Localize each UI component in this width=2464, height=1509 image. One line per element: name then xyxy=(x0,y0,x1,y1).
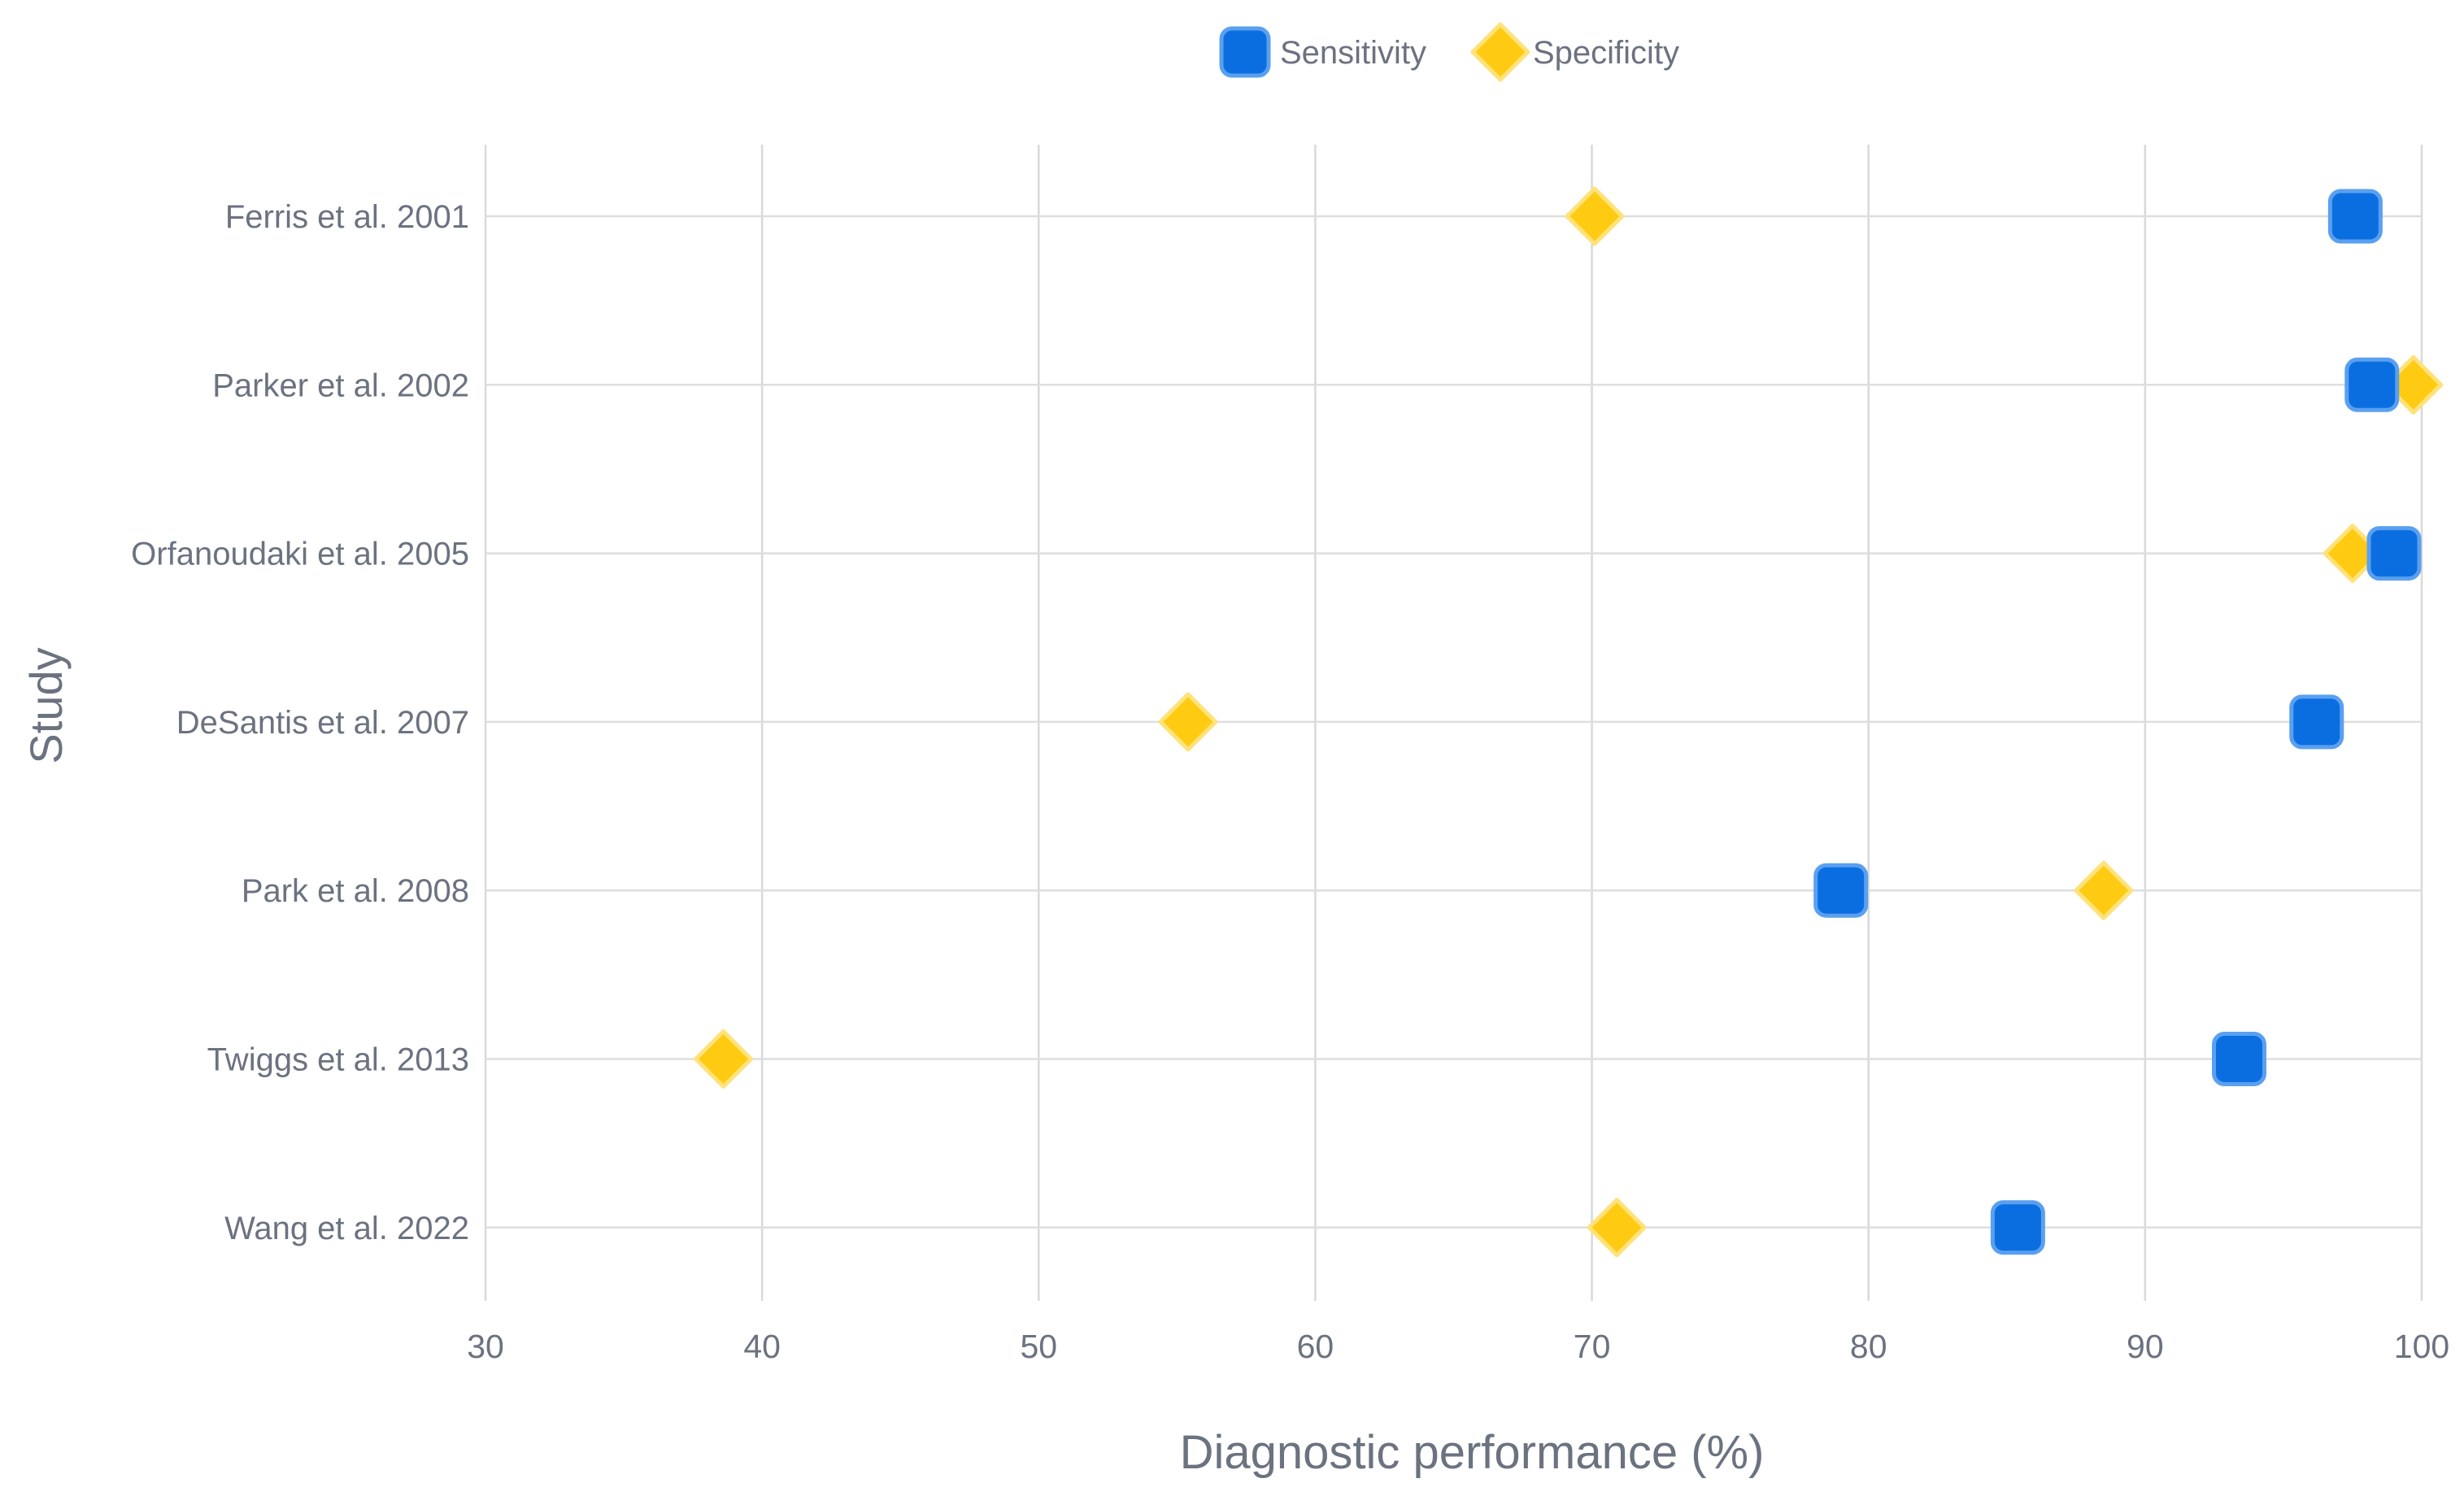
y-tick-label: Ferris et al. 2001 xyxy=(225,199,469,235)
y-tick-label: Orfanoudaki et al. 2005 xyxy=(131,537,469,572)
specificity-point xyxy=(1158,692,1218,752)
specificity-point xyxy=(2074,860,2134,920)
sensitivity-point xyxy=(2289,694,2344,750)
legend-specificity-label: Specificity xyxy=(1533,35,1679,71)
x-tick-label: 100 xyxy=(2394,1328,2449,1365)
specificity-point xyxy=(694,1029,754,1089)
specificity-point xyxy=(1587,1198,1647,1258)
legend-item-specificity[interactable]: Specificity xyxy=(1470,22,1679,82)
sensitivity-point xyxy=(2366,526,2422,581)
x-tick-label: 50 xyxy=(1020,1328,1057,1365)
sensitivity-point xyxy=(1813,863,1869,918)
y-tick-label: Park et al. 2008 xyxy=(242,873,469,909)
legend-sensitivity-swatch xyxy=(1219,26,1271,78)
sensitivity-point xyxy=(2327,189,2383,244)
x-tick-label: 40 xyxy=(743,1328,781,1365)
sensitivity-point xyxy=(1990,1200,2045,1255)
y-tick-label: DeSantis et al. 2007 xyxy=(176,705,469,741)
x-axis-title: Diagnostic performance (%) xyxy=(1180,1426,1765,1479)
x-tick-label: 80 xyxy=(1850,1328,1887,1365)
y-tick-label: Wang et al. 2022 xyxy=(224,1211,469,1246)
y-axis-title: Study xyxy=(20,647,72,763)
legend-specificity-swatch xyxy=(1470,22,1530,82)
x-tick-label: 70 xyxy=(1574,1328,1611,1365)
sensitivity-point xyxy=(2212,1032,2267,1086)
legend-item-sensitivity[interactable]: Sensitivity xyxy=(1219,26,1426,78)
legend-sensitivity-label: Sensitivity xyxy=(1280,35,1426,71)
y-tick-label: Twiggs et al. 2013 xyxy=(207,1042,469,1078)
sensitivity-point xyxy=(2344,357,2400,412)
x-tick-label: 60 xyxy=(1297,1328,1334,1365)
x-tick-label: 30 xyxy=(467,1328,504,1365)
y-tick-label: Parker et al. 2002 xyxy=(212,367,469,403)
specificity-point xyxy=(1565,186,1625,246)
x-tick-label: 90 xyxy=(2127,1328,2164,1365)
